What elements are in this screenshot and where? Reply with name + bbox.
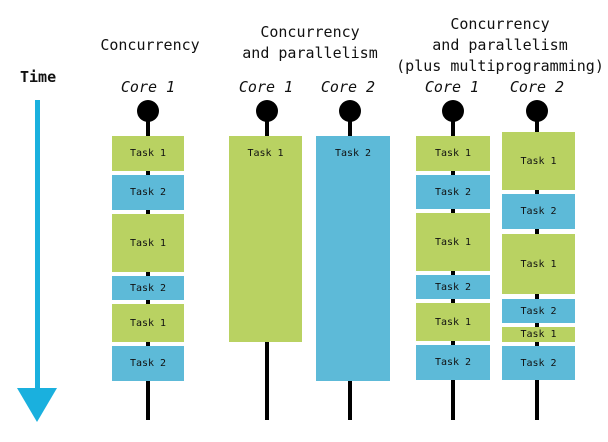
task-block: Task 2 <box>502 194 575 229</box>
core-start-knob <box>526 100 548 122</box>
core-start-knob <box>339 100 361 122</box>
core-label: Core 2 <box>509 78 565 96</box>
task-block: Task 2 <box>416 345 490 380</box>
task-block: Task 2 <box>416 175 490 209</box>
core-start-knob <box>442 100 464 122</box>
task-block: Task 2 <box>416 275 490 299</box>
column-title-concurrency-parallelism: Concurrency and parallelism <box>242 23 378 62</box>
task-block: Task 1 <box>416 213 490 271</box>
task-block: Task 1 <box>112 214 184 272</box>
core-label: Core 2 <box>320 78 376 96</box>
core-start-knob <box>256 100 278 122</box>
task-block: Task 1 <box>229 136 302 342</box>
task-block: Task 1 <box>112 304 184 342</box>
time-label: Time <box>20 68 57 86</box>
core-label: Core 1 <box>424 78 480 96</box>
task-block: Task 1 <box>502 327 575 342</box>
task-block: Task 1 <box>416 136 490 171</box>
time-arrow-head-icon <box>17 388 57 422</box>
task-block: Task 1 <box>112 136 184 171</box>
task-block: Task 2 <box>112 346 184 381</box>
column-title-multiprogramming: Concurrency and parallelism (plus multip… <box>396 15 604 75</box>
task-block: Task 2 <box>502 346 575 380</box>
task-block: Task 2 <box>502 299 575 323</box>
core-label: Core 1 <box>120 78 176 96</box>
task-block: Task 2 <box>112 175 184 210</box>
task-block: Task 1 <box>502 132 575 190</box>
task-block: Task 1 <box>416 303 490 341</box>
task-block: Task 2 <box>112 276 184 300</box>
column-title-concurrency: Concurrency <box>100 36 200 54</box>
task-block: Task 1 <box>502 234 575 294</box>
task-block: Task 2 <box>316 136 390 381</box>
time-axis-line <box>35 100 40 390</box>
core-label: Core 1 <box>238 78 294 96</box>
core-start-knob <box>137 100 159 122</box>
